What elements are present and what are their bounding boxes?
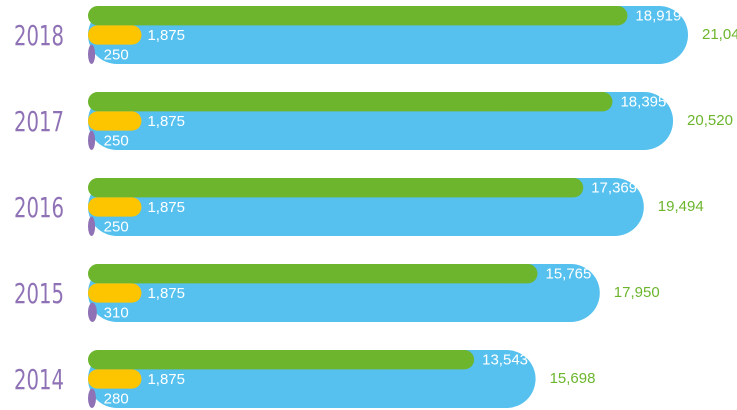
value-label: 310 <box>104 304 129 321</box>
bar <box>88 302 97 322</box>
value-label: 250 <box>104 132 129 149</box>
bar <box>88 25 142 45</box>
value-label: 1,875 <box>147 371 185 388</box>
year-label: 2014 <box>14 363 64 396</box>
value-label: 280 <box>104 390 129 407</box>
value-label: 1,875 <box>147 285 185 302</box>
bar <box>88 388 96 408</box>
bar <box>88 216 96 236</box>
year-label: 2017 <box>14 105 64 138</box>
total-label: 15,698 <box>550 370 596 387</box>
total-label: 17,950 <box>614 284 660 301</box>
bar <box>88 6 628 26</box>
bar <box>88 44 96 64</box>
total-label: 19,494 <box>658 198 704 215</box>
bar <box>88 111 142 131</box>
bar <box>88 130 96 150</box>
value-label: 18,919 <box>635 8 681 25</box>
total-label: 20,520 <box>687 112 733 129</box>
bar <box>88 197 142 217</box>
value-label: 1,875 <box>147 199 185 216</box>
year-label: 2016 <box>14 191 64 224</box>
bar <box>88 369 142 389</box>
value-label: 250 <box>104 218 129 235</box>
value-label: 18,395 <box>620 94 666 111</box>
bar <box>88 283 142 303</box>
year-label: 2015 <box>14 277 64 310</box>
value-label: 1,875 <box>147 113 185 130</box>
bar <box>88 264 538 284</box>
bar <box>88 92 613 112</box>
total-label: 21,044 <box>702 26 737 43</box>
bar <box>88 178 584 198</box>
value-label: 13,543 <box>482 352 528 369</box>
value-label: 250 <box>104 46 129 63</box>
bar <box>88 350 475 370</box>
value-label: 15,765 <box>545 266 591 283</box>
year-label: 2018 <box>14 19 64 52</box>
value-label: 1,875 <box>147 27 185 44</box>
value-label: 17,369 <box>591 180 637 197</box>
